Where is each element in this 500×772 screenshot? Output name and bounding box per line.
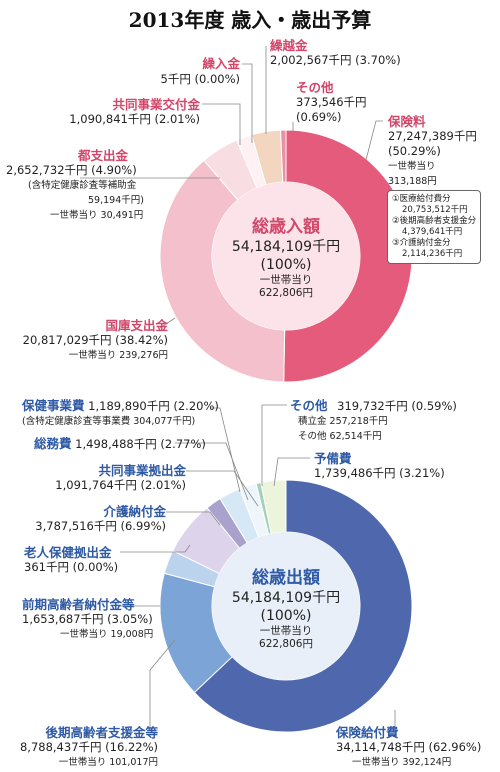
exp-zenki-name: 前期高齢者納付金等 xyxy=(22,597,135,612)
rev-to-sub1: (含特定健康診査等補助金 xyxy=(28,180,137,191)
rev-hoken-breakdown-box: ①医療給付費分 20,753,512千円 ②後期高齢者支援金分 4,379,64… xyxy=(387,190,482,264)
exp-sonota-name: その他 xyxy=(290,398,328,413)
rev-kokko-name: 国庫支出金 xyxy=(105,318,168,333)
rev-center-per2: 622,806円 xyxy=(259,287,313,299)
expenditure-donut-hole xyxy=(212,532,360,680)
exp-somu-name: 総務費 xyxy=(34,436,72,451)
exp-label-koki: 後期高齢者支援金等 8,788,437千円 (16.22%) 一世帯当り 101… xyxy=(10,725,158,770)
rev-kurikoshi-value: 2,002,567千円 (3.70%) xyxy=(270,53,401,67)
exp-rojin-name: 老人保健拠出金 xyxy=(24,545,112,560)
rev-kurikoshi-name: 繰越金 xyxy=(270,38,308,53)
rev-center: 総歳入額 54,184,109千円 (100%) 一世帯当り 622,806円 xyxy=(211,216,361,300)
rev-label-kokko: 国庫支出金 20,817,029千円 (38.42%) 一世帯当り 239,27… xyxy=(10,318,168,363)
rev-label-kyodo: 共同事業交付金 1,090,841千円 (2.01%) xyxy=(50,97,200,127)
exp-label-rojin: 老人保健拠出金 361千円 (0.00%) xyxy=(24,545,118,575)
leader-line xyxy=(242,63,253,143)
rev-sonota-name: その他 xyxy=(296,80,334,95)
exp-label-somu: 総務費 1,498,488千円 (2.77%) xyxy=(34,436,206,452)
exp-yobi-value: 1,739,486千円 (3.21%) xyxy=(314,466,445,480)
exp-sonota-sub1: 積立金 257,218千円 xyxy=(298,416,388,427)
rev-to-value: 2,652,732千円 (4.90%) xyxy=(6,163,137,177)
exp-label-yobi: 予備費 1,739,486千円 (3.21%) xyxy=(314,451,445,481)
exp-label-sonota: その他 319,732千円 (0.59%) 積立金 257,218千円 その他 … xyxy=(290,398,457,444)
rev-label-to: 都支出金 2,652,732千円 (4.90%) (含特定健康診査等補助金 59… xyxy=(6,148,144,223)
exp-yobi-name: 予備費 xyxy=(314,451,352,466)
box-line: ③介護納付金分 xyxy=(392,238,451,248)
exp-kaigo-value: 3,787,516千円 (6.99%) xyxy=(35,519,166,533)
exp-center-total: 54,184,109千円 xyxy=(231,590,341,606)
rev-kokko-value: 20,817,029千円 (38.42%) xyxy=(22,333,168,347)
leader-line xyxy=(159,317,176,329)
rev-kuriire-value: 5千円 (0.00%) xyxy=(160,72,240,86)
leader-line xyxy=(202,103,241,145)
exp-hokenjigyo-name: 保健事業費 xyxy=(22,398,85,413)
leader-line xyxy=(365,120,383,161)
exp-center: 総歳出額 54,184,109千円 (100%) 一世帯当り 622,806円 xyxy=(211,567,361,651)
leader-line xyxy=(186,470,259,507)
leader-line xyxy=(261,404,287,486)
rev-label-kuriire: 繰入金 xyxy=(150,56,240,71)
leader-line xyxy=(210,407,241,493)
rev-to-name: 都支出金 xyxy=(78,148,129,163)
exp-label-hokenjigyo: 保健事業費 1,189,890千円 (2.20%) (含特定健康診査等事業費 3… xyxy=(22,398,219,429)
exp-hokenjigyo-value: 1,189,890千円 (2.20%) xyxy=(88,399,219,413)
exp-center-pct: (100%) xyxy=(260,608,312,624)
rev-hoken-value2: (50.29%) xyxy=(388,144,441,158)
exp-koki-value: 8,788,437千円 (16.22%) xyxy=(19,740,158,754)
rev-label-hoken: 保険料 27,247,389千円 (50.29%) 一世帯当り 313,188円 xyxy=(388,114,477,189)
box-line: 2,114,236千円 xyxy=(402,249,463,259)
rev-label-kurikoshi: 繰越金 2,002,567千円 (3.70%) xyxy=(270,38,401,68)
exp-somu-value: 1,498,488千円 (2.77%) xyxy=(75,437,206,451)
exp-koki-name: 後期高齢者支援金等 xyxy=(45,725,158,740)
rev-to-sub2: 59,194千円) xyxy=(88,195,144,206)
exp-hokenjigyo-sub: (含特定健康診査等事業費 304,077千円) xyxy=(22,416,196,427)
exp-zenki-value: 1,653,687千円 (3.05%) xyxy=(22,612,153,626)
leader-line xyxy=(273,457,310,487)
exp-koki-per: 一世帯当り 101,017円 xyxy=(58,757,158,768)
exp-zenki-per: 一世帯当り 19,008円 xyxy=(60,629,154,640)
exp-kyodo-name: 共同事業拠出金 xyxy=(98,463,186,478)
exp-rojin-value: 361千円 (0.00%) xyxy=(24,560,119,574)
exp-label-kaigo: 介護納付金 3,787,516千円 (6.99%) xyxy=(18,504,166,534)
exp-hokenkyufu-name: 保険給付費 xyxy=(336,725,399,740)
revenue-donut-hole xyxy=(212,182,360,330)
leader-line xyxy=(149,639,176,731)
exp-center-per2: 622,806円 xyxy=(259,638,313,650)
exp-kyodo-value: 1,091,764千円 (2.01%) xyxy=(55,478,186,492)
exp-center-per1: 一世帯当り xyxy=(259,625,313,637)
page-title: 2013年度 歳入・歳出予算 xyxy=(128,8,372,32)
rev-center-total: 54,184,109千円 xyxy=(231,239,341,255)
rev-hoken-value1: 27,247,389千円 xyxy=(388,129,477,143)
box-line: ②後期高齢者支援金分 xyxy=(392,216,477,226)
exp-hokenkyufu-value: 34,114,748千円 (62.96%) xyxy=(336,740,482,754)
rev-center-pct: (100%) xyxy=(260,257,312,273)
rev-center-per1: 一世帯当り xyxy=(259,274,313,286)
rev-kokko-per: 一世帯当り 239,276円 xyxy=(68,350,168,361)
rev-label-sonota: その他 373,546千円 (0.69%) xyxy=(296,80,367,125)
leader-line xyxy=(166,511,221,526)
exp-center-title: 総歳出額 xyxy=(252,568,320,588)
rev-hoken-per1: 一世帯当り xyxy=(388,161,436,172)
exp-kaigo-name: 介護納付金 xyxy=(103,504,166,519)
box-line: ①医療給付費分 xyxy=(392,194,451,204)
rev-to-per: 一世帯当り 30,491円 xyxy=(50,210,144,221)
box-line: 20,753,512千円 xyxy=(402,205,468,215)
box-line: 4,379,641千円 xyxy=(402,227,463,237)
rev-center-title: 総歳入額 xyxy=(252,217,320,237)
rev-sonota-value1: 373,546千円 xyxy=(296,95,367,109)
rev-kuriire-name: 繰入金 xyxy=(202,56,240,71)
exp-label-kyodo: 共同事業拠出金 1,091,764千円 (2.01%) xyxy=(40,463,186,493)
rev-kyodo-value: 1,090,841千円 (2.01%) xyxy=(69,112,200,126)
exp-hokenkyufu-per: 一世帯当り 392,124円 xyxy=(352,757,452,768)
rev-hoken-name: 保険料 xyxy=(388,114,426,129)
leader-line xyxy=(120,544,191,553)
exp-label-zenki: 前期高齢者納付金等 1,653,687千円 (3.05%) 一世帯当り 19,0… xyxy=(22,597,153,642)
exp-label-hokenkyufu: 保険給付費 34,114,748千円 (62.96%) 一世帯当り 392,12… xyxy=(336,725,481,770)
exp-sonota-sub2: その他 62,514千円 xyxy=(298,431,382,442)
rev-hoken-per2: 313,188円 xyxy=(388,176,437,187)
exp-sonota-value: 319,732千円 (0.59%) xyxy=(337,399,457,413)
rev-kyodo-name: 共同事業交付金 xyxy=(112,97,200,112)
rev-sonota-value2: (0.69%) xyxy=(296,110,342,124)
